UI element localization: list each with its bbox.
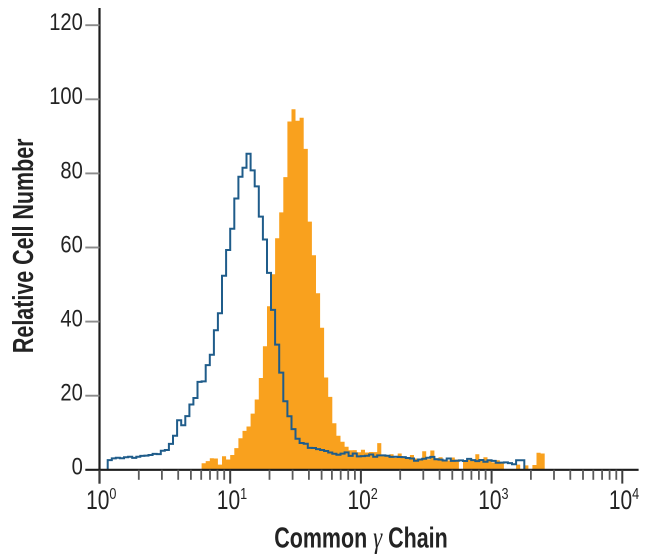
svg-text:40: 40 (60, 305, 82, 332)
svg-text:80: 80 (60, 157, 82, 184)
svg-text:100: 100 (49, 83, 83, 110)
svg-text:Common γ Chain: Common γ Chain (274, 520, 448, 554)
svg-text:0: 0 (72, 453, 83, 480)
svg-text:20: 20 (60, 379, 82, 406)
svg-text:Relative Cell Number: Relative Cell Number (8, 138, 40, 353)
svg-text:120: 120 (49, 9, 83, 36)
svg-text:104: 104 (609, 485, 639, 515)
svg-text:60: 60 (60, 231, 82, 258)
svg-text:100: 100 (86, 485, 116, 515)
